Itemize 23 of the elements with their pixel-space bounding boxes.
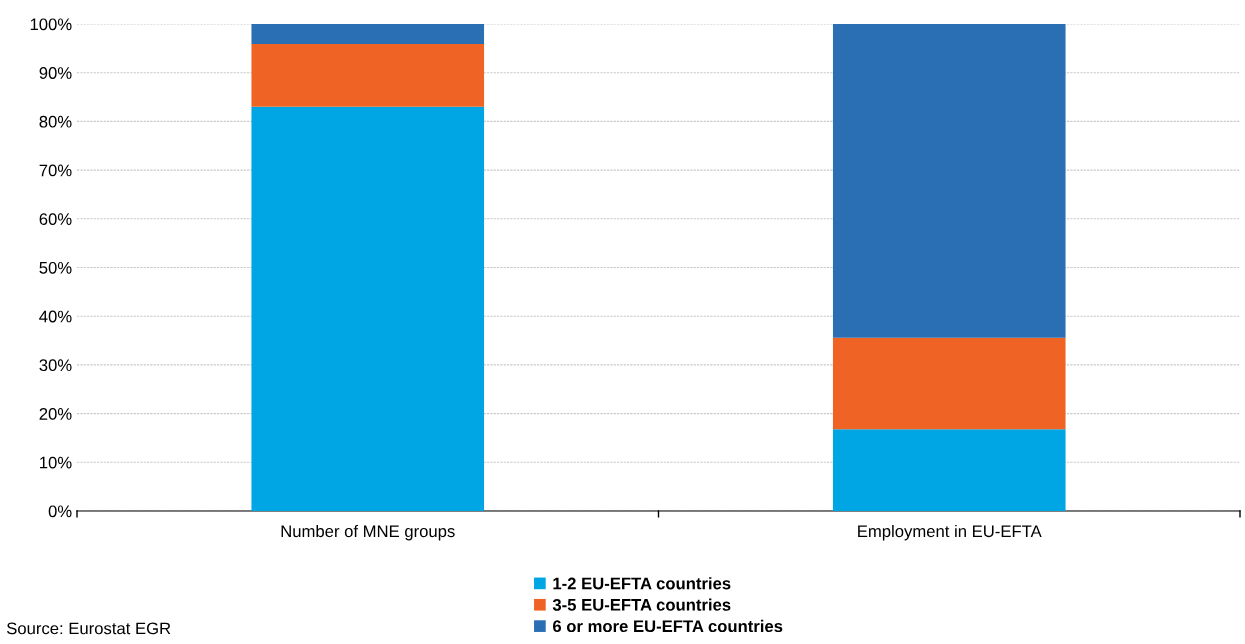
bar	[832, 337, 1066, 430]
y-tick-label: 20%	[39, 408, 72, 420]
bar	[251, 106, 485, 511]
bar	[832, 24, 1066, 338]
bar	[251, 24, 485, 44]
y-tick-label: 0%	[48, 505, 72, 518]
y-tick-label: 40%	[39, 310, 72, 323]
x-tick-label: Employment in EU-EFTA	[858, 524, 1042, 541]
x-tick-label: Number of MNE groups	[281, 524, 455, 541]
y-tick-label: 10%	[40, 456, 72, 469]
y-tick-label: 50%	[39, 261, 72, 274]
legend-label: 6 or more EU-EFTA countries	[552, 619, 783, 633]
bar	[832, 429, 1066, 511]
legend-label: 3-5 EU-EFTA countries	[552, 598, 731, 611]
source-note: Source: Eurostat EGR	[6, 622, 171, 635]
y-tick-label: 30%	[39, 359, 72, 372]
y-tick-label: 70%	[39, 164, 72, 177]
y-tick-label: 80%	[39, 115, 72, 128]
bar	[251, 43, 485, 107]
legend-label: 1-2 EU-EFTA countries	[553, 577, 731, 590]
y-tick-label: 60%	[39, 213, 72, 225]
y-tick-label: 100%	[30, 18, 72, 31]
y-tick-label: 90%	[39, 67, 72, 79]
